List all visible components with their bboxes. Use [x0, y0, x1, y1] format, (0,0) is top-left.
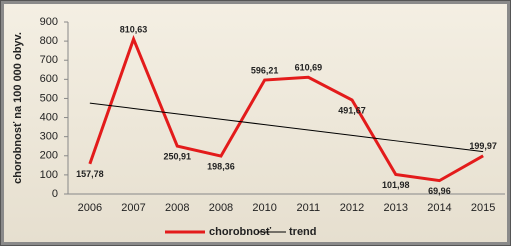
- x-tick-label: 2011: [297, 202, 321, 214]
- x-tick-label: 2008: [209, 202, 233, 214]
- y-axis-title: chorobnosť na 100 000 obyv.: [12, 32, 24, 184]
- y-tick-label: 0: [52, 188, 58, 200]
- x-tick-label: 2010: [252, 202, 276, 214]
- data-label: 199,97: [469, 141, 497, 151]
- y-tick-label: 200: [40, 150, 58, 162]
- x-tick-label: 2008: [165, 202, 189, 214]
- data-label: 250,91: [163, 151, 191, 161]
- data-label: 198,36: [207, 161, 235, 171]
- y-tick-label: 300: [40, 131, 58, 143]
- y-tick-label: 400: [40, 111, 58, 123]
- x-tick-label: 2012: [340, 202, 364, 214]
- x-tick-label: 2007: [121, 202, 145, 214]
- x-tick-label: 2014: [427, 202, 451, 214]
- data-label: 157,78: [76, 169, 104, 179]
- data-label: 810,63: [120, 24, 148, 34]
- data-label: 596,21: [251, 65, 279, 75]
- data-label: 491,67: [338, 105, 366, 115]
- data-label: 69,96: [428, 186, 451, 196]
- x-tick-label: 2006: [78, 202, 102, 214]
- y-tick-label: 500: [40, 92, 58, 104]
- trend-line: [89, 102, 484, 153]
- legend-label: trend: [289, 226, 317, 238]
- data-label: 101,98: [382, 180, 410, 190]
- y-tick-label: 600: [40, 73, 58, 85]
- y-tick-label: 100: [40, 169, 58, 181]
- data-line: [88, 34, 484, 183]
- y-tick-label: 700: [40, 54, 58, 66]
- data-label: 610,69: [295, 63, 323, 73]
- y-tick-label: 800: [40, 35, 58, 47]
- x-tick-label: 2015: [471, 202, 495, 214]
- x-tick-label: 2013: [384, 202, 408, 214]
- legend-label: chorobnosť: [209, 226, 272, 238]
- y-tick-label: 900: [40, 16, 58, 28]
